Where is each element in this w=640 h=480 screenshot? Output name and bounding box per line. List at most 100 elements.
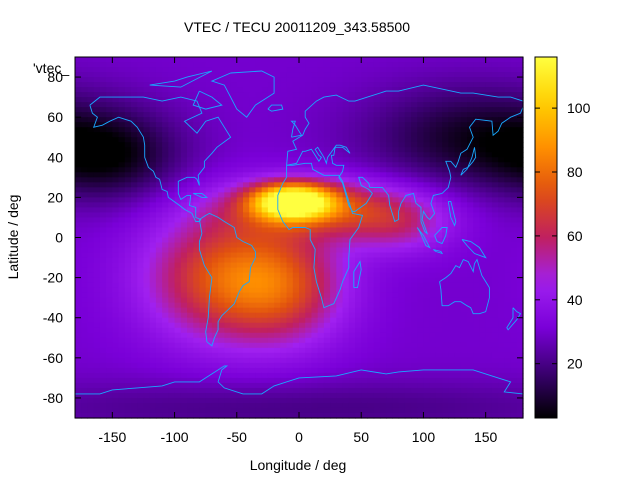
heatmap-cell (429, 152, 437, 158)
heatmap-cell (187, 382, 194, 389)
heatmap-cell (361, 297, 369, 304)
heatmap-cell (379, 302, 387, 309)
heatmap-cell (342, 267, 350, 274)
heatmap-cell (299, 362, 306, 369)
heatmap-cell (224, 162, 232, 168)
heatmap-cell (243, 82, 250, 88)
heatmap-cell (435, 122, 443, 128)
heatmap-cell (81, 132, 89, 138)
heatmap-cell (411, 342, 418, 349)
heatmap-cell (417, 92, 425, 98)
heatmap-cell (454, 277, 462, 284)
heatmap-cell (75, 177, 82, 183)
heatmap-cell (404, 177, 412, 183)
heatmap-cell (510, 372, 518, 379)
heatmap-cell (131, 197, 138, 203)
heatmap-cell (392, 62, 400, 68)
heatmap-cell (373, 182, 381, 188)
heatmap-cell (75, 107, 82, 113)
heatmap-cell (361, 72, 369, 78)
heatmap-cell (243, 87, 250, 93)
heatmap-cell (423, 197, 431, 203)
heatmap-cell (174, 257, 182, 264)
heatmap-cell (392, 397, 400, 404)
heatmap-cell (498, 252, 505, 259)
heatmap-cell (305, 297, 313, 304)
heatmap-cell (280, 387, 288, 394)
heatmap-cell (218, 287, 225, 294)
heatmap-cell (411, 272, 418, 279)
heatmap-cell (516, 327, 524, 334)
heatmap-cell (124, 347, 132, 354)
heatmap-cell (118, 322, 126, 329)
heatmap-cell (305, 382, 313, 389)
heatmap-cell (112, 267, 120, 274)
heatmap-cell (205, 157, 213, 163)
heatmap-cell (448, 327, 456, 334)
heatmap-cell (236, 57, 244, 63)
heatmap-cell (236, 102, 244, 108)
heatmap-cell (99, 312, 107, 319)
heatmap-cell (236, 97, 244, 103)
heatmap-cell (411, 327, 418, 334)
heatmap-cell (149, 67, 157, 73)
heatmap-cell (448, 227, 456, 234)
heatmap-cell (504, 137, 512, 143)
heatmap-cell (479, 227, 487, 234)
heatmap-cell (230, 267, 238, 274)
heatmap-cell (81, 237, 89, 244)
heatmap-cell (367, 372, 375, 379)
heatmap-cell (473, 177, 481, 183)
heatmap-cell (93, 392, 101, 399)
heatmap-cell (336, 332, 344, 339)
heatmap-cell (336, 347, 344, 354)
heatmap-cell (162, 387, 169, 394)
heatmap-cell (180, 167, 188, 173)
heatmap-cell (187, 322, 194, 329)
heatmap-cell (467, 342, 474, 349)
heatmap-cell (187, 362, 194, 369)
heatmap-cell (162, 112, 169, 118)
heatmap-cell (386, 137, 393, 143)
heatmap-cell (485, 352, 493, 359)
heatmap-cell (435, 332, 443, 339)
heatmap-cell (280, 342, 288, 349)
heatmap-cell (75, 62, 82, 68)
heatmap-cell (516, 67, 524, 73)
heatmap-cell (467, 302, 474, 309)
heatmap-cell (392, 152, 400, 158)
heatmap-cell (174, 157, 182, 163)
heatmap-cell (99, 132, 107, 138)
heatmap-cell (81, 342, 89, 349)
heatmap-cell (373, 187, 381, 193)
heatmap-cell (435, 57, 443, 63)
heatmap-cell (224, 172, 232, 178)
heatmap-cell (292, 182, 300, 188)
heatmap-cell (373, 277, 381, 284)
heatmap-cell (162, 232, 169, 239)
heatmap-cell (112, 92, 120, 98)
heatmap-cell (330, 107, 337, 113)
heatmap-cell (243, 312, 250, 319)
heatmap-cell (435, 232, 443, 239)
heatmap-cell (131, 87, 138, 93)
heatmap-cell (249, 212, 257, 219)
heatmap-cell (292, 227, 300, 234)
heatmap-cell (479, 282, 487, 289)
heatmap-cell (292, 62, 300, 68)
heatmap-cell (168, 312, 176, 319)
heatmap-cell (510, 127, 518, 133)
heatmap-cell (411, 297, 418, 304)
heatmap-cell (131, 297, 138, 304)
heatmap-cell (454, 167, 462, 173)
heatmap-cell (404, 182, 412, 188)
heatmap-cell (392, 82, 400, 88)
heatmap-cell (467, 177, 474, 183)
heatmap-cell (292, 242, 300, 249)
heatmap-cell (118, 222, 126, 229)
heatmap-cell (330, 177, 337, 183)
heatmap-cell (379, 242, 387, 249)
heatmap-cell (143, 127, 151, 133)
heatmap-cell (143, 312, 151, 319)
heatmap-cell (106, 292, 113, 299)
